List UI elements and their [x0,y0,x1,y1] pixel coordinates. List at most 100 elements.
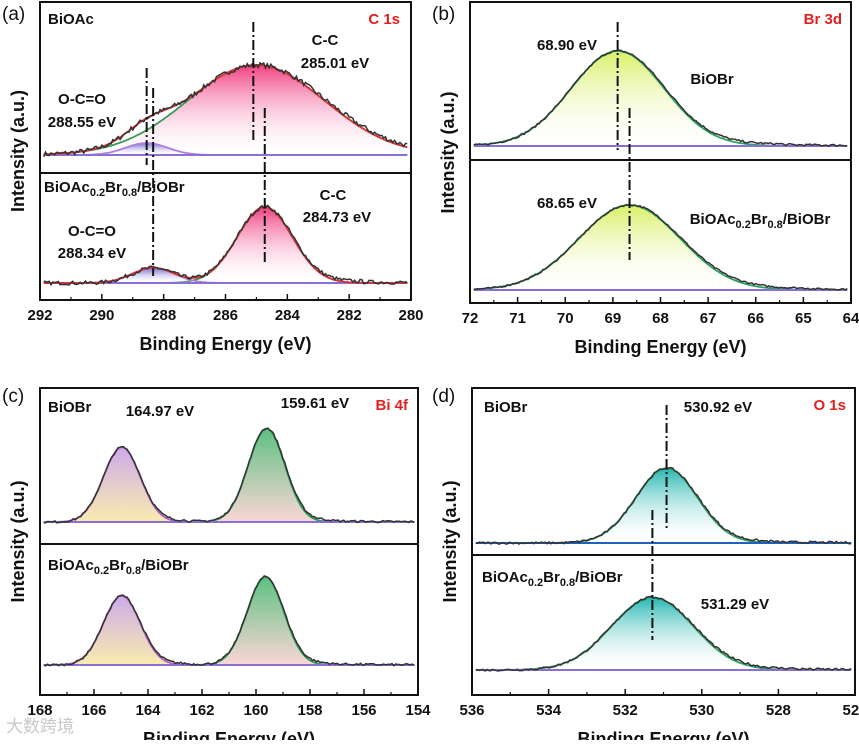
sample-label-part: 0.2 [90,187,105,199]
sample-label: BiOAc [48,11,94,28]
sample-label-part: Br [751,211,768,228]
x-axis-label: Binding Energy (eV) [574,337,746,357]
raw-spectrum [43,575,415,667]
peak-fill-Br-3d [473,205,848,290]
x-tick-label: 160 [243,702,268,719]
peak-annotation: C-C [312,32,339,49]
raw-spectrum [473,49,848,147]
x-tick-label: 65 [795,310,812,327]
subplot-bottom: BiOAc0.2Br0.8/BiOBr 68.65 eV [473,195,848,291]
sample-label: BiOBr [690,71,734,88]
peak-annotation: O-C=O [68,223,116,240]
x-tick-label: 292 [27,307,52,324]
y-axis-label: Intensity (a.u.) [440,480,460,602]
raw-spectrum [475,595,852,672]
sample-label: BiOBr [48,399,92,416]
x-tick-label: 66 [747,310,764,327]
raw-spectrum [473,203,848,291]
panel-letter: (c) [2,386,24,407]
sample-label-part: /BiOBr [783,211,831,228]
peak-annotation: 531.29 eV [701,596,769,613]
raw-spectrum [475,466,852,546]
peak-fill-O-1s [475,468,852,543]
sample-label-part: /BiOBr [137,179,185,196]
element-label: Bi 4f [375,397,409,414]
subplot-top: BiOBr 164.97 eV 159.61 eV [43,395,415,524]
panel-b: BiOBr 68.90 eV BiOAc0.2Br0.8/BiOBr 68.65 eV… [432,1,859,357]
sample-label: BiOAc0.2Br0.8/BiOBr [482,569,623,589]
peak-annotation: 285.01 eV [301,55,369,72]
peak-fill-Br-3d [473,51,848,146]
sample-label: BiOAc0.2Br0.8/BiOBr [690,211,831,231]
x-tick-label: 162 [189,702,214,719]
sample-label-part: BiOAc [48,557,94,574]
x-tick-label: 154 [405,702,431,719]
sample-label: BiOAc0.2Br0.8/BiOBr [44,179,185,199]
element-label: Br 3d [804,11,842,28]
panel-d: BiOBr 530.92 eV BiOAc0.2Br0.8/BiOBr 531.29 … [432,386,859,745]
x-tick-label: 534 [536,702,562,719]
subplot-bottom: BiOAc0.2Br0.8/BiOBr [43,557,415,667]
raw-spectrum [42,61,408,158]
x-tick-label: 282 [337,307,362,324]
panel-letter: (a) [2,4,25,25]
x-tick-label: 286 [213,307,238,324]
peak-annotation: 68.65 eV [537,195,597,212]
sample-label-part: 0.8 [122,187,137,199]
sample-label-part: BiOAc [44,179,90,196]
x-tick-label: 532 [613,702,638,719]
x-tick-label: 166 [81,702,106,719]
sample-label-part: Br [105,179,122,196]
peak-fill-O-C-O [43,267,408,283]
peak-annotation: 288.34 eV [58,245,126,262]
x-tick-label: 164 [135,702,161,719]
subplot-top: BiOBr 68.90 eV [473,37,848,147]
x-tick-label: 530 [689,702,714,719]
peak-annotation: 68.90 eV [537,37,597,54]
peak-annotation: O-C=O [58,91,106,108]
raw-spectrum [43,427,415,524]
y-axis-label: Intensity (a.u.) [438,91,458,213]
x-tick-label: 168 [27,702,52,719]
y-axis-label: Intensity (a.u.) [8,480,28,602]
sample-label-part: 0.8 [768,219,783,231]
panel-letter: (d) [432,386,455,407]
x-tick-label: 280 [398,307,423,324]
sample-label-part: 0.2 [736,219,751,231]
sample-label-part: 0.2 [528,577,543,589]
sample-label-part: BiOAc [48,11,94,28]
subplot-bottom: BiOAc0.2Br0.8/BiOBr C-C 284.73 eV O-C=O 288.… [43,179,408,287]
peak-fill-C-C [43,65,408,155]
x-axis-label: Binding Energy (eV) [143,729,315,740]
peak-fill-C-C [43,207,408,283]
sample-label-part: BiOAc [482,569,528,586]
sample-label-part: 0.8 [126,565,141,577]
x-tick-label: 158 [297,702,322,719]
element-label: O 1s [813,397,846,414]
x-axis-label: Binding Energy (eV) [139,334,311,354]
sample-label: BiOAc0.2Br0.8/BiOBr [48,557,189,577]
peak-fill-Bi-4f5-2 [43,447,415,522]
x-axis-label: Binding Energy (eV) [577,729,749,740]
x-tick-label: 64 [843,310,859,327]
peak-annotation: 288.55 eV [48,114,116,131]
x-tick-label: 284 [275,307,301,324]
subplot-top: BiOBr 530.92 eV [475,399,852,546]
sample-label-part: /BiOBr [141,557,189,574]
x-tick-label: 536 [459,702,484,719]
sample-label-part: BiOBr [48,399,92,416]
x-tick-label: 528 [766,702,791,719]
subplot-bottom: BiOAc0.2Br0.8/BiOBr 531.29 eV [475,569,852,672]
x-tick-label: 526 [842,702,859,719]
peak-annotation: C-C [320,187,347,204]
sample-label-part: BiOAc [690,211,736,228]
sample-label-part: 0.8 [560,577,575,589]
x-tick-label: 288 [151,307,176,324]
peak-fill-O-1s [475,597,852,670]
sample-label-part: Br [543,569,560,586]
sample-label-part: Br [109,557,126,574]
sample-label-part: 0.2 [94,565,109,577]
sample-label-part: BiOBr [484,399,528,416]
x-tick-label: 71 [509,310,526,327]
